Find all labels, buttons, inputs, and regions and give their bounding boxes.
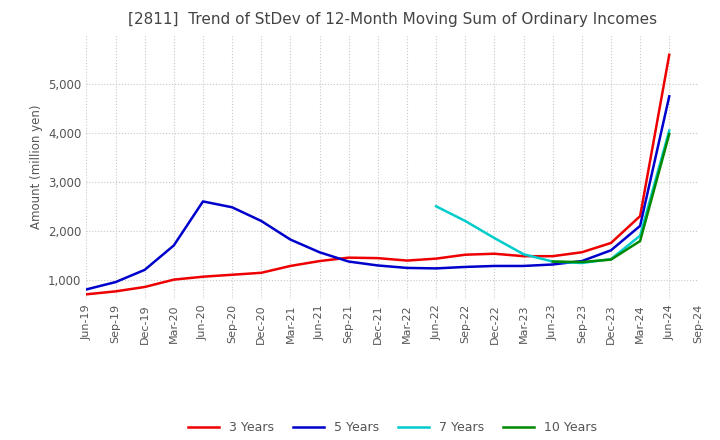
3 Years (257, 270, 266, 275)
5 Years (257, 218, 266, 224)
7 Years (490, 235, 499, 241)
3 Years (490, 251, 499, 257)
5 Years (461, 264, 469, 270)
5 Years (344, 259, 353, 264)
5 Years (549, 262, 557, 267)
3 Years (577, 249, 586, 255)
7 Years (519, 252, 528, 257)
5 Years (402, 265, 411, 271)
5 Years (228, 205, 236, 210)
5 Years (140, 267, 149, 272)
5 Years (519, 263, 528, 268)
5 Years (286, 237, 294, 242)
10 Years (607, 257, 616, 262)
5 Years (432, 266, 441, 271)
Line: 7 Years: 7 Years (436, 131, 670, 263)
10 Years (665, 131, 674, 136)
5 Years (374, 263, 382, 268)
7 Years (461, 218, 469, 224)
7 Years (636, 233, 644, 238)
5 Years (82, 287, 91, 292)
Title: [2811]  Trend of StDev of 12-Month Moving Sum of Ordinary Incomes: [2811] Trend of StDev of 12-Month Moving… (128, 12, 657, 27)
10 Years (636, 238, 644, 244)
3 Years (665, 52, 674, 57)
5 Years (636, 223, 644, 228)
3 Years (636, 213, 644, 219)
3 Years (286, 263, 294, 268)
3 Years (169, 277, 178, 282)
7 Years (577, 260, 586, 266)
7 Years (549, 259, 557, 264)
3 Years (607, 240, 616, 246)
3 Years (432, 256, 441, 261)
5 Years (315, 249, 324, 255)
Line: 5 Years: 5 Years (86, 96, 670, 290)
5 Years (490, 263, 499, 268)
3 Years (549, 253, 557, 259)
3 Years (228, 272, 236, 277)
5 Years (111, 279, 120, 285)
3 Years (402, 258, 411, 263)
10 Years (549, 259, 557, 264)
3 Years (140, 284, 149, 290)
3 Years (461, 252, 469, 257)
7 Years (607, 257, 616, 262)
3 Years (199, 274, 207, 279)
3 Years (344, 255, 353, 260)
10 Years (577, 260, 586, 265)
Legend: 3 Years, 5 Years, 7 Years, 10 Years: 3 Years, 5 Years, 7 Years, 10 Years (183, 416, 602, 439)
Line: 10 Years: 10 Years (553, 134, 670, 262)
3 Years (519, 253, 528, 259)
3 Years (315, 258, 324, 264)
5 Years (199, 199, 207, 204)
5 Years (665, 94, 674, 99)
3 Years (374, 256, 382, 261)
7 Years (665, 128, 674, 133)
5 Years (169, 243, 178, 248)
3 Years (111, 289, 120, 294)
7 Years (432, 204, 441, 209)
Y-axis label: Amount (million yen): Amount (million yen) (30, 105, 42, 229)
3 Years (82, 292, 91, 297)
5 Years (607, 248, 616, 253)
5 Years (577, 258, 586, 264)
Line: 3 Years: 3 Years (86, 55, 670, 294)
